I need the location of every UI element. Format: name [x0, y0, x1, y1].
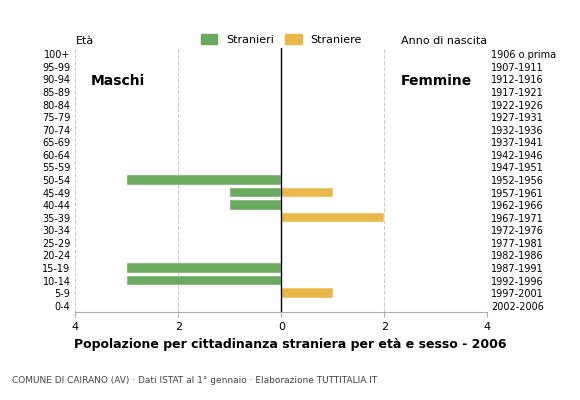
Text: COMUNE DI CAIRANO (AV) · Dati ISTAT al 1° gennaio · Elaborazione TUTTITALIA.IT: COMUNE DI CAIRANO (AV) · Dati ISTAT al 1… — [12, 376, 377, 385]
Text: Femmine: Femmine — [401, 74, 472, 88]
Bar — [281, 213, 384, 222]
Bar — [281, 288, 333, 298]
Bar — [230, 200, 281, 210]
Text: Popolazione per cittadinanza straniera per età e sesso - 2006: Popolazione per cittadinanza straniera p… — [74, 338, 506, 351]
Text: Età: Età — [75, 36, 93, 46]
Text: Maschi: Maschi — [91, 74, 145, 88]
Bar — [127, 175, 281, 185]
Bar — [127, 263, 281, 273]
Bar — [127, 276, 281, 285]
Text: Anno di nascita: Anno di nascita — [401, 36, 487, 46]
Bar — [281, 188, 333, 197]
Bar — [230, 188, 281, 197]
Legend: Stranieri, Straniere: Stranieri, Straniere — [196, 30, 367, 50]
